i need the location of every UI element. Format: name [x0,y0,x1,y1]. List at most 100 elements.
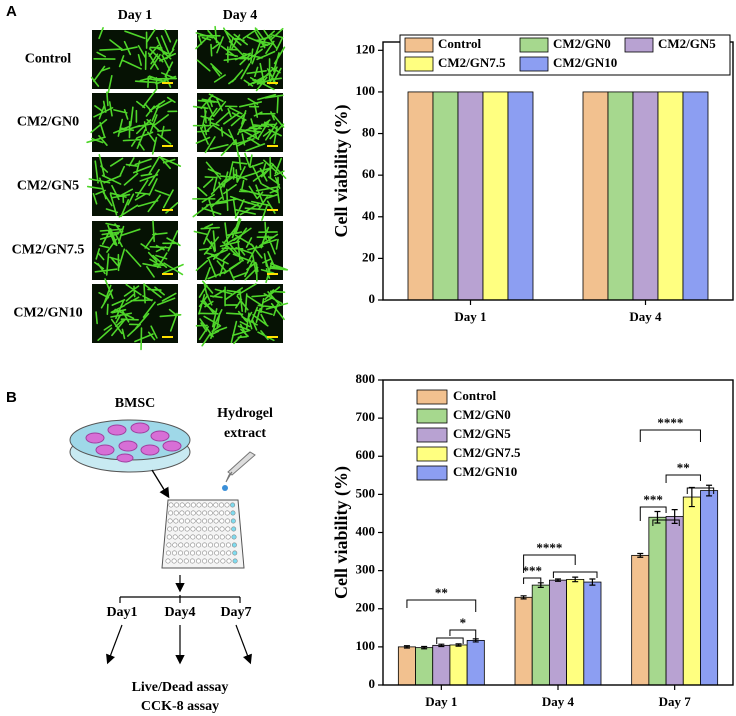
significance-label: **** [536,540,562,555]
well [172,542,178,548]
well [173,526,179,532]
well [189,558,195,564]
well [202,526,208,532]
legend-label: Control [453,388,496,403]
well [214,558,220,564]
well [184,518,190,524]
bar [514,596,533,686]
well [207,518,213,524]
significance-bracket [552,571,598,578]
error-bar [455,643,462,647]
well [196,502,202,508]
cells [192,152,287,221]
bar [415,647,434,686]
well [230,502,236,508]
error-bar [637,552,644,558]
cells [195,280,289,347]
significance-bracket [686,487,715,494]
well [190,550,196,556]
well [179,518,185,524]
well [231,534,237,540]
well [190,502,196,508]
significance-bracket [436,637,464,644]
legend-label: CM2/GN5 [453,426,511,441]
well [184,534,190,540]
well [219,510,225,516]
legend-label: CM2/GN10 [453,464,517,479]
well [184,542,190,548]
significance-label: ** [677,460,690,475]
y-tick-label: 40 [362,208,375,223]
bar [531,584,550,686]
day-label: Day1 [106,605,137,620]
well [167,518,173,524]
cells [192,93,285,157]
significance-bracket [665,474,701,483]
well [219,518,225,524]
legend-swatch [416,427,448,443]
well [231,542,237,548]
bar [582,91,609,301]
legend-label: CM2/GN5 [658,36,716,51]
error-bar [589,578,596,586]
well [213,518,219,524]
well [202,542,208,548]
well [208,558,214,564]
legend-label: Control [438,36,481,51]
well [207,502,213,508]
well [174,502,180,508]
well [218,502,224,508]
y-tick-label: 500 [356,485,376,500]
cells [86,154,182,218]
plate-body [161,499,245,569]
significance-bracket [523,577,542,586]
well [168,510,174,516]
well [207,534,213,540]
error-bar [438,643,445,648]
well [173,510,179,516]
error-bar [555,578,561,582]
cells [86,88,178,155]
well [190,518,196,524]
well [213,534,219,540]
x-tick-label: Day 7 [659,694,692,709]
well [196,550,202,556]
legend-swatch [519,37,549,53]
well [225,534,231,540]
well [196,510,202,516]
well [225,542,231,548]
y-tick-label: 400 [356,523,376,538]
y-tick-label: 800 [356,371,376,386]
well [226,558,232,564]
cells [94,220,184,278]
legend-swatch [519,56,549,72]
well [171,550,177,556]
bar [482,91,509,301]
error-bar [421,645,428,650]
well [202,550,208,556]
bar [648,516,667,686]
legend-swatch [416,408,448,424]
error-bar [520,595,527,600]
row-label: Control [25,52,72,67]
well [168,502,174,508]
y-tick-label: 100 [356,83,376,98]
row-label: CM2/GN5 [17,179,79,194]
y-axis-label: Cell viability (%) [331,466,352,599]
cells [195,25,286,92]
significance-label: **** [657,415,683,430]
well [202,558,208,564]
well [177,550,183,556]
bar [466,639,485,686]
column-label: Day 4 [223,8,258,23]
well [226,550,232,556]
well [196,558,202,564]
schematic: BMSC Hydrogel extract Day1 Day4 Day7 Liv… [69,396,273,714]
y-tick-label: 60 [362,166,375,181]
well [220,550,226,556]
well [167,526,173,532]
significance-bracket [639,429,701,442]
extract-label: extract [224,426,266,441]
bar [549,579,568,686]
well [196,526,202,532]
